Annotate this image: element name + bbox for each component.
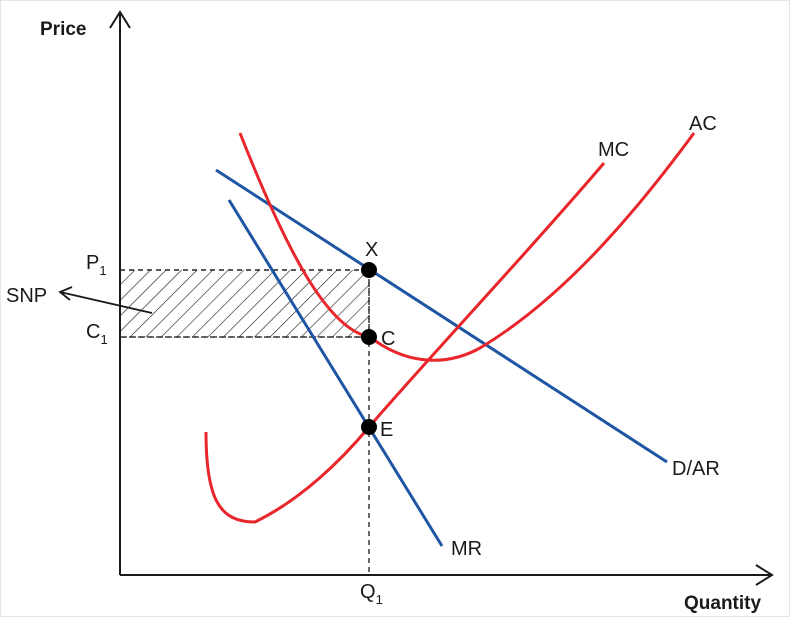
p1-label: P1 xyxy=(86,252,107,278)
ac-label: AC xyxy=(689,113,717,135)
snp-label: SNP xyxy=(6,285,47,307)
x-axis-title: Quantity xyxy=(684,593,761,614)
mr-label: MR xyxy=(451,538,482,560)
mc-label: MC xyxy=(598,139,629,161)
q1-label: Q1 xyxy=(360,581,383,607)
supernormal-profit-area xyxy=(119,269,370,338)
point-c-dot xyxy=(361,329,377,345)
mc-curve xyxy=(204,162,606,524)
y-axis xyxy=(109,10,131,575)
point-c-label: C xyxy=(381,328,395,350)
point-e-dot xyxy=(361,419,377,435)
snp-arrow xyxy=(58,286,153,314)
y-axis-title: Price xyxy=(40,19,86,40)
demand-curve xyxy=(215,168,668,464)
ac-curve xyxy=(238,132,696,362)
point-x-label: X xyxy=(365,239,378,261)
c1-label: C1 xyxy=(86,321,108,347)
x-axis xyxy=(120,564,774,586)
mr-curve xyxy=(227,199,444,547)
point-e-label: E xyxy=(380,419,393,441)
demand-label: D/AR xyxy=(672,458,720,480)
point-x-dot xyxy=(361,262,377,278)
